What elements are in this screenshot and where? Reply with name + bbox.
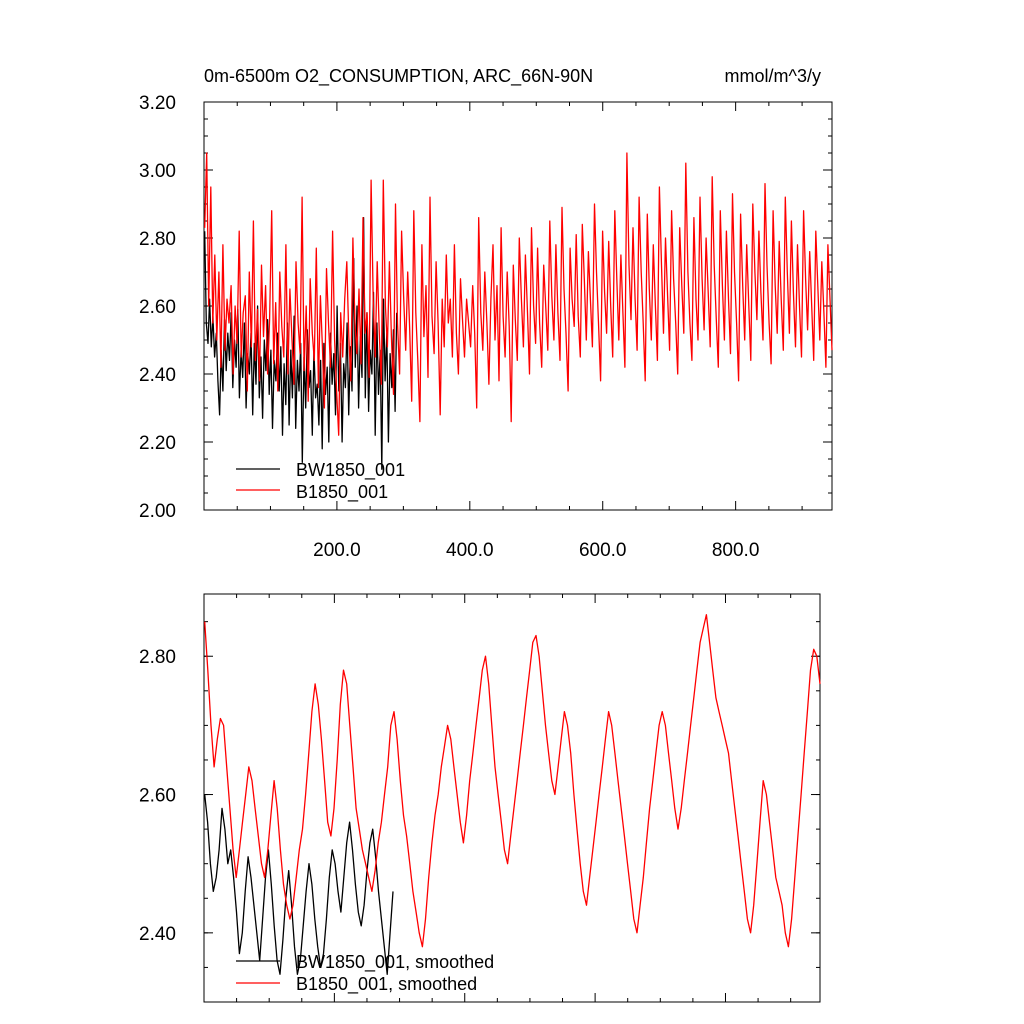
top-x-axis: 200.0 400.0 600.0 800.0 [236,102,803,561]
series-line-b1850 [204,152,833,436]
y-tick-label: 3.00 [139,161,176,182]
legend-label-bw1850: BW1850_001 [296,460,405,481]
y-tick-label: 3.20 [139,93,176,114]
series-line-b1850 [204,614,821,948]
bottom-x-axis [236,594,792,1002]
top-y-axis: 2.00 2.20 2.40 2.60 2.80 3.00 3.20 [139,93,832,522]
y-tick-label: 2.20 [139,433,176,454]
bottom-y-axis: 2.40 2.60 2.80 [139,621,820,1003]
x-tick-label: 200.0 [313,540,361,561]
x-tick-label: 600.0 [579,540,627,561]
chart-title: 0m-6500m O2_CONSUMPTION, ARC_66N-90N [204,66,593,87]
y-tick-label: 2.60 [139,786,176,807]
legend-label-b1850: B1850_001 [296,482,388,503]
y-tick-label: 2.00 [139,501,176,522]
y-tick-label: 2.40 [139,365,176,386]
x-tick-label: 800.0 [712,540,760,561]
series-line-bw1850 [204,794,394,975]
x-tick-label: 400.0 [446,540,494,561]
bottom-series-group [204,614,821,975]
y-tick-label: 2.80 [139,229,176,250]
bottom-legend: BW1850_001, smoothed B1850_001, smoothed [236,952,494,995]
y-tick-label: 2.40 [139,924,176,945]
top-line-chart: 0m-6500m O2_CONSUMPTION, ARC_66N-90N mmo… [139,66,833,561]
y-tick-label: 2.60 [139,297,176,318]
legend-label-b1850-smoothed: B1850_001, smoothed [296,974,477,995]
top-series-group [204,152,833,470]
bottom-line-chart: 2.40 2.60 2.80 BW1850_001, smoothed B1850_… [139,593,821,1003]
legend-label-bw1850-smoothed: BW1850_001, smoothed [296,952,494,973]
y-tick-label: 2.80 [139,647,176,668]
bottom-plot-frame [203,593,821,1003]
chart-units: mmol/m^3/y [725,66,821,86]
top-legend: BW1850_001 B1850_001 [236,460,405,503]
